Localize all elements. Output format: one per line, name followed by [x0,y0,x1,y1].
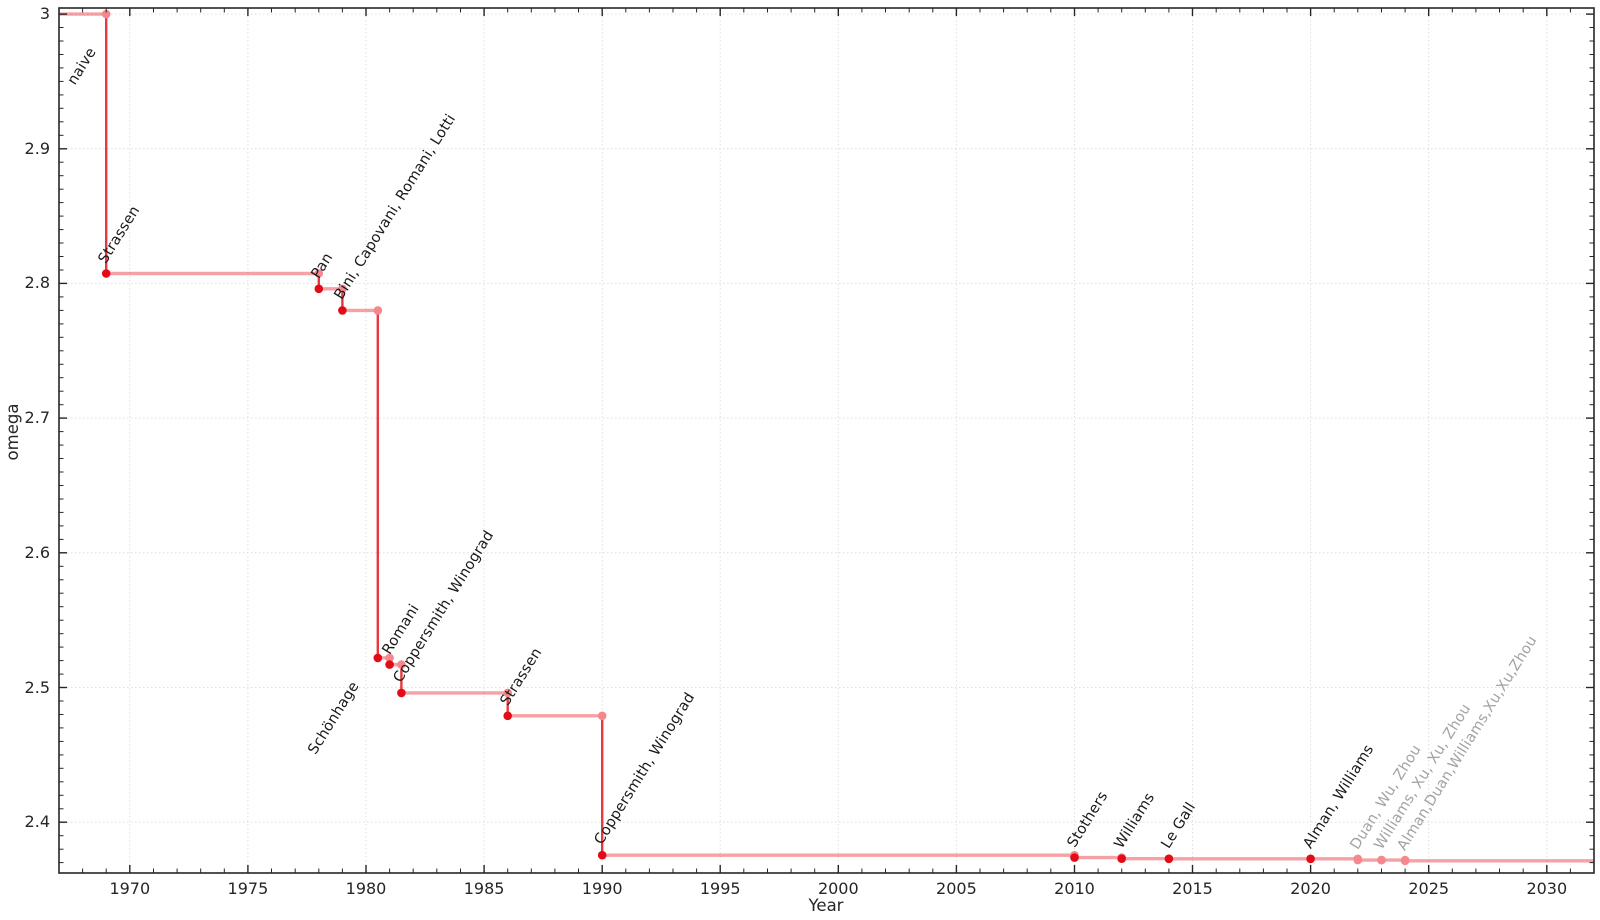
x-tick-label: 2005 [936,879,977,898]
x-tick-label: 2025 [1408,879,1450,898]
x-tick-label: 2030 [1526,879,1568,898]
y-tick-label: 3 [39,4,50,24]
x-tick-label: 1970 [109,879,151,898]
x-tick-label: 1985 [463,879,505,898]
y-tick-label: 2.6 [24,542,50,562]
x-axis-title: Year [808,896,844,915]
x-tick-label: 1975 [227,879,269,898]
x-tick-label: 1980 [345,879,387,898]
x-tick-label: 1995 [699,879,741,898]
x-tick-label: 2010 [1054,879,1095,898]
y-tick-label: 2.5 [24,677,50,697]
x-tick-label: 2015 [1172,879,1213,898]
y-tick-label: 2.4 [24,812,50,832]
y-tick-label: 2.7 [24,408,50,428]
y-tick-label: 2.8 [24,273,50,293]
x-tick-label: 2020 [1290,879,1331,898]
x-tick-label: 2000 [817,879,859,898]
y-tick-label: 2.9 [24,138,50,158]
y-axis-title: omega [3,403,22,461]
x-tick-label: 1990 [581,879,623,898]
